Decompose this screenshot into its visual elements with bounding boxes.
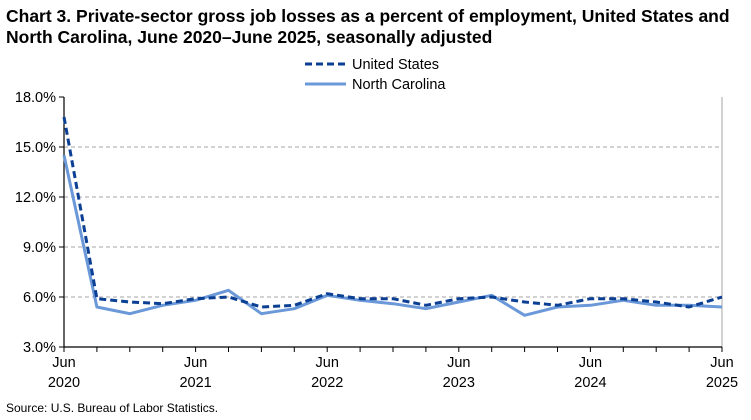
x-tick-label-year: 2023 [443,375,475,391]
x-tick-label-year: 2022 [311,375,343,391]
y-tick-label: 3.0% [23,340,56,356]
x-tick-label-year: 2025 [706,375,738,391]
y-tick-label: 18.0% [15,90,56,106]
y-tick-label: 9.0% [23,240,56,256]
x-tick-label-month: Jun [447,355,470,371]
source-note: Source: U.S. Bureau of Labor Statistics. [6,401,219,415]
x-tick-label-month: Jun [579,355,602,371]
x-tick-label-month: Jun [316,355,339,371]
x-tick-label-month: Jun [52,355,75,371]
series-line-united-states [62,116,723,309]
y-tick-label: 12.0% [15,190,56,206]
x-tick-label-year: 2020 [48,375,80,391]
x-tick-label-month: Jun [710,355,733,371]
x-tick-label-month: Jun [184,355,207,371]
x-tick-label-year: 2024 [574,375,606,391]
chart-title: Chart 3. Private-sector gross job losses… [6,6,730,47]
legend-label: United States [352,57,439,73]
legend-label: North Carolina [352,77,446,93]
x-tick-label-year: 2021 [179,375,211,391]
y-tick-label: 6.0% [23,290,56,306]
y-tick-label: 15.0% [15,140,56,156]
series-line-north-carolina [62,154,723,317]
